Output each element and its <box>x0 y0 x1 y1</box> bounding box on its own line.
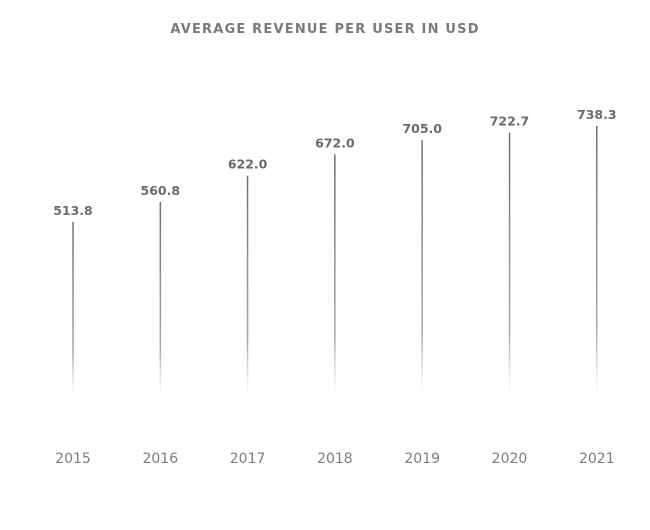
value-label-2020: 722.7 <box>490 114 530 129</box>
value-label-2015: 513.8 <box>53 203 93 218</box>
bar-2017 <box>246 175 249 398</box>
bars-layer <box>72 126 598 398</box>
x-tick-2015: 2015 <box>55 451 91 467</box>
value-label-2019: 705.0 <box>402 121 442 136</box>
x-tick-2020: 2020 <box>492 451 528 467</box>
value-label-2017: 622.0 <box>228 157 268 172</box>
bar-2015 <box>72 222 74 398</box>
x-tick-2017: 2017 <box>230 451 266 467</box>
bar-2020 <box>508 132 511 398</box>
bar-2021 <box>596 126 598 398</box>
value-labels-layer: 513.8 560.8 622.0 672.0 705.0 722.7 738.3 <box>53 107 616 218</box>
x-tick-2016: 2016 <box>142 451 178 467</box>
x-tick-2019: 2019 <box>404 451 440 467</box>
x-tick-2021: 2021 <box>579 451 615 467</box>
value-label-2016: 560.8 <box>141 183 181 198</box>
value-label-2018: 672.0 <box>315 135 355 150</box>
x-axis-tick-labels: 2015 2016 2017 2018 2019 2020 2021 <box>55 451 614 467</box>
x-tick-2018: 2018 <box>317 451 353 467</box>
bar-2016 <box>159 201 162 398</box>
value-label-2021: 738.3 <box>577 107 617 122</box>
bar-2019 <box>421 140 423 398</box>
bar-2018 <box>334 154 336 398</box>
chart-title: AVERAGE REVENUE PER USER IN USD <box>170 22 480 37</box>
